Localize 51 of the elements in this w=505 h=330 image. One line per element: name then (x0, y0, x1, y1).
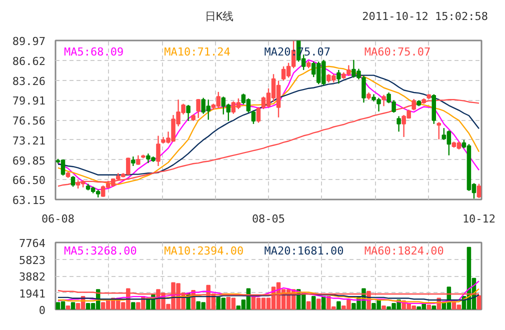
candlestick (476, 183, 482, 199)
text: MA5:68.09 (64, 45, 124, 58)
y-tick-label: 83.26 (12, 74, 46, 88)
text: MA60:1824.00 (364, 244, 444, 258)
candlestick (256, 106, 261, 124)
y-tick-label: 7764 (19, 237, 46, 250)
chart-title: 日K线 (205, 9, 234, 25)
y-tick-label: 73.21 (12, 134, 46, 148)
candlestick (196, 98, 200, 119)
y-tick-label: 5823 (19, 254, 46, 267)
x-tick-label: 10-12 (462, 212, 496, 226)
bar (322, 296, 326, 310)
bar (316, 298, 321, 310)
bar (311, 296, 316, 310)
text: 2011-10-12 15:02:58 (362, 9, 488, 25)
bar (426, 304, 432, 310)
y-tick-label: 66.50 (12, 174, 46, 188)
candlestick (136, 154, 140, 166)
line-series (57, 293, 480, 301)
text: MA5:3268.00 (64, 244, 137, 258)
candlestick (251, 110, 256, 125)
x-tick-label: 06-08 (41, 212, 75, 226)
y-tick-label: 76.56 (12, 114, 46, 128)
y-tick-label: 69.85 (12, 154, 46, 168)
text: MA10:71.24 (164, 45, 231, 58)
bar (382, 306, 386, 310)
x-tick-label: 08-05 (252, 212, 286, 226)
candlestick (396, 116, 401, 132)
candlestick (70, 175, 76, 188)
y-tick-label: 86.62 (12, 54, 46, 68)
candlestick (436, 122, 442, 140)
candlestick (156, 135, 160, 167)
candlestick (382, 94, 386, 107)
bar (432, 306, 436, 310)
text: MA10:2394.00 (164, 244, 244, 258)
text: MA20:1681.00 (264, 244, 344, 258)
bar (70, 302, 76, 310)
candlestick (186, 104, 190, 122)
y-tick-label: 3882 (19, 270, 46, 284)
candlestick (131, 156, 136, 167)
y-tick-label: 0 (38, 304, 46, 317)
text: MA60:75.07 (364, 45, 431, 58)
bar (131, 302, 136, 310)
y-tick-label: 1941 (19, 287, 46, 300)
bar (336, 301, 341, 310)
y-tick-label: 63.15 (12, 194, 46, 207)
bar (306, 301, 311, 310)
bar (66, 306, 70, 310)
y-tick-label: 89.97 (12, 35, 46, 48)
y-tick-label: 79.91 (12, 94, 46, 108)
candlestick (336, 69, 341, 84)
